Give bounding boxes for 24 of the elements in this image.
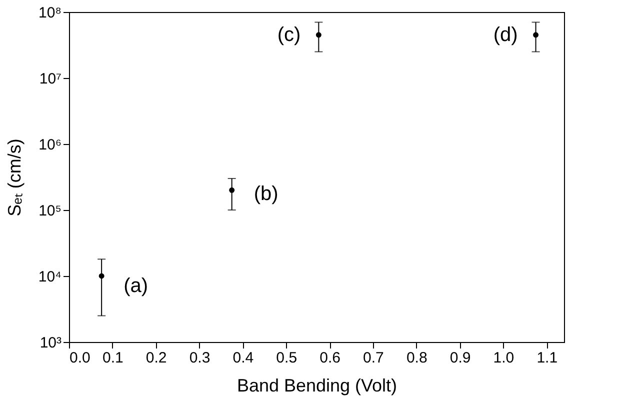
x-tick-label: 1.0 (493, 350, 514, 366)
x-tick-label: 0.4 (232, 350, 254, 366)
annotation: (a) (124, 275, 148, 297)
x-tick-label: 0.5 (276, 350, 298, 366)
x-tick-label: 1.1 (536, 350, 558, 366)
y-tick-label: 10⁴ (38, 268, 62, 286)
y-tick-label: 10⁸ (38, 4, 62, 22)
x-tick-label: 0.2 (146, 350, 167, 366)
x-tick-label: 0.7 (363, 350, 384, 366)
annotation: (c) (277, 24, 301, 46)
x-tick-label: 0.1 (102, 350, 124, 366)
annotation: (b) (254, 183, 278, 206)
y-tick-label: 10⁶ (38, 136, 62, 154)
x-tick-label: 0.6 (320, 350, 340, 366)
y-axis-title: Sₑₜ (cm/s) (4, 138, 24, 216)
y-tick-label: 10³ (40, 334, 62, 352)
y-tick-label: 10⁷ (39, 70, 62, 88)
x-tick-label: 0.3 (189, 350, 210, 366)
y-tick-label: 10⁵ (38, 202, 62, 220)
x-axis-title: Band Bending (Volt) (236, 376, 398, 396)
x-tick-label: 0.0 (70, 350, 90, 366)
x-tick-label: 0.9 (450, 350, 471, 366)
x-tick-label: 0.8 (406, 350, 428, 366)
annotation: (d) (493, 24, 518, 46)
